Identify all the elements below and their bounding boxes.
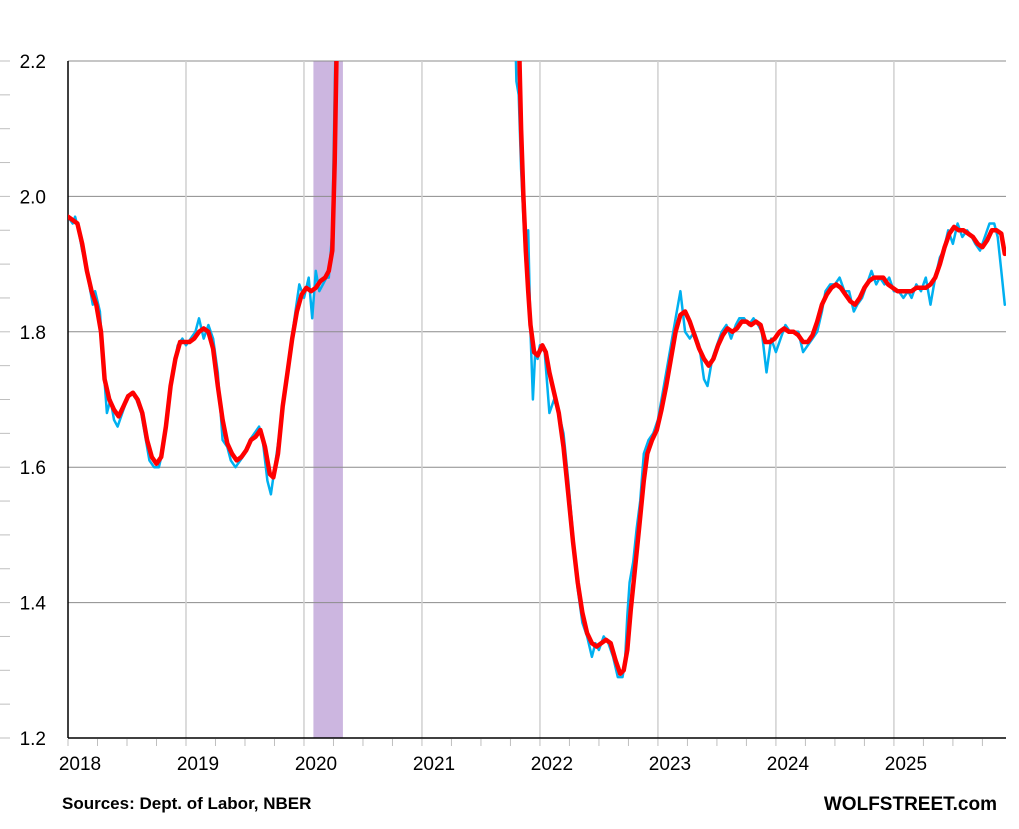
source-note: Sources: Dept. of Labor, NBER [62,794,312,813]
y-tick-label: 1.6 [20,458,46,479]
tick-labels: 1.2 1.4 1.6 1.8 2.0 2.2 2018 2019 2020 2021 2022 20… [20,52,927,775]
x-tick-label: 2022 [531,754,573,775]
y-tick-label: 2.0 [20,187,46,208]
x-tick-label: 2018 [59,754,101,775]
series-layer [68,61,1006,679]
x-tick-label: 2020 [295,754,337,775]
gridlines [68,60,1006,738]
axes [0,60,1006,746]
x-tick-label: 2019 [177,754,219,775]
x-tick-label: 2023 [649,754,691,775]
series-4-week-average [68,61,1006,676]
x-tick-label: 2025 [885,754,927,775]
y-tick-label: 1.4 [20,594,47,615]
series-line-segment [68,61,339,480]
x-tick-label: 2021 [413,754,455,775]
recession-band [313,61,343,738]
brand-label: WOLFSTREET.com [823,794,997,815]
x-tick-label: 2024 [767,754,810,775]
series-line-segment [517,61,1006,676]
y-tick-label: 2.2 [20,52,46,73]
y-tick-label: 1.8 [20,323,46,344]
recession-band-layer [313,61,343,738]
y-tick-label: 1.2 [20,729,46,750]
